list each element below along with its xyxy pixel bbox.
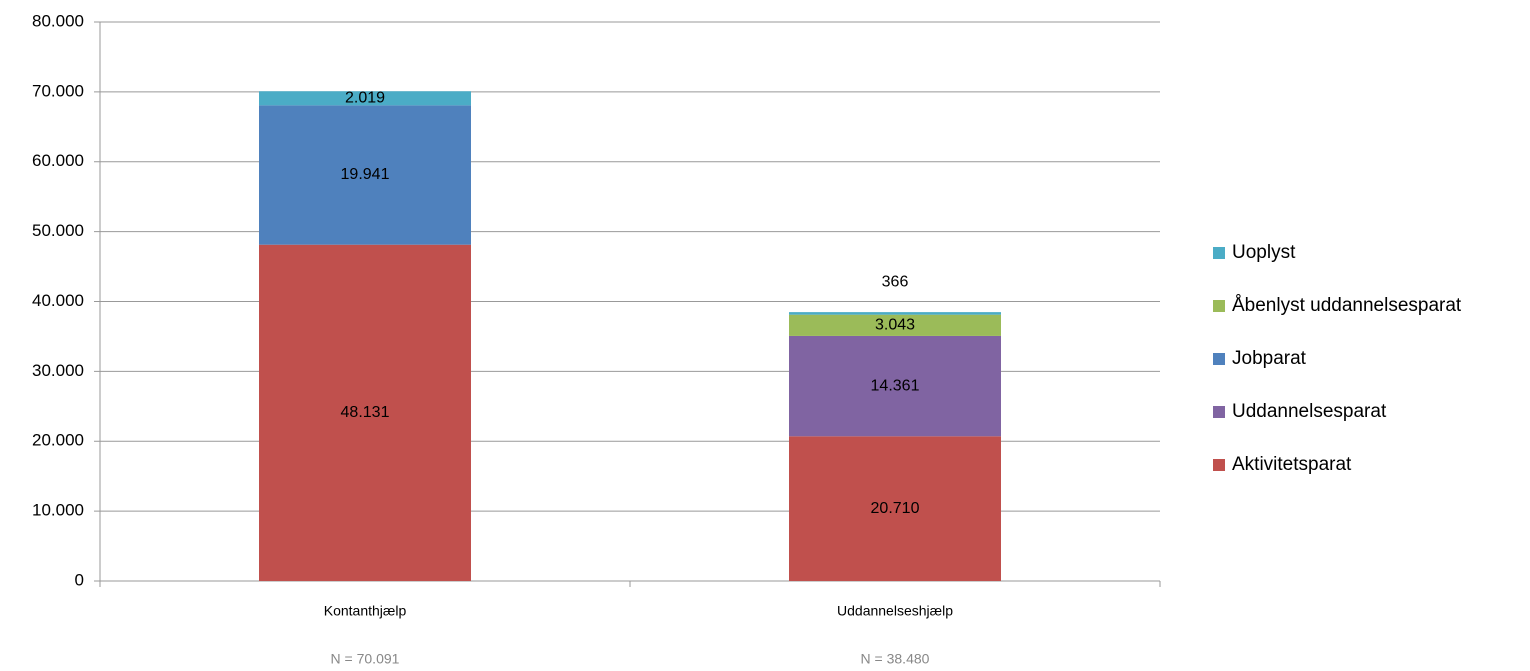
bar-segment — [789, 335, 1001, 437]
bar-segment — [259, 244, 471, 581]
x-tick-label: Uddannelseshjælp — [837, 603, 953, 619]
bar-segment — [259, 105, 471, 245]
data-label: 2.019 — [345, 90, 385, 107]
y-tick-label: 70.000 — [32, 81, 84, 100]
legend-label: Uoplyst — [1232, 242, 1296, 263]
y-tick-label: 30.000 — [32, 361, 84, 380]
legend-swatch — [1213, 353, 1225, 365]
legend-label: Åbenlyst uddannelsesparat — [1232, 295, 1462, 316]
legend-label: Aktivitetsparat — [1232, 454, 1352, 475]
y-tick-label: 80.000 — [32, 11, 84, 30]
legend-label: Uddannelsesparat — [1232, 401, 1387, 422]
data-label: 366 — [882, 273, 909, 290]
y-tick-label: 0 — [75, 570, 84, 589]
y-tick-label: 50.000 — [32, 221, 84, 240]
annotation: N = 38.480 — [861, 651, 930, 667]
y-tick-label: 60.000 — [32, 151, 84, 170]
x-tick-label: Kontanthjælp — [324, 603, 407, 619]
annotation: N = 70.091 — [331, 651, 400, 667]
data-label: 20.710 — [871, 500, 920, 517]
legend-swatch — [1213, 247, 1225, 259]
legend-swatch — [1213, 300, 1225, 312]
data-label: 19.941 — [341, 166, 390, 183]
legend-label: Jobparat — [1232, 348, 1307, 369]
data-label: 48.131 — [341, 404, 390, 421]
bar-segment — [789, 314, 1001, 336]
data-label: 14.361 — [871, 377, 920, 394]
bar-segment — [259, 91, 471, 106]
bar-segment — [789, 436, 1001, 581]
y-tick-label: 10.000 — [32, 501, 84, 520]
legend-swatch — [1213, 406, 1225, 418]
y-tick-label: 40.000 — [32, 291, 84, 310]
data-label: 3.043 — [875, 317, 915, 334]
bar-segment — [789, 312, 1001, 315]
y-tick-label: 20.000 — [32, 431, 84, 450]
legend-swatch — [1213, 459, 1225, 471]
